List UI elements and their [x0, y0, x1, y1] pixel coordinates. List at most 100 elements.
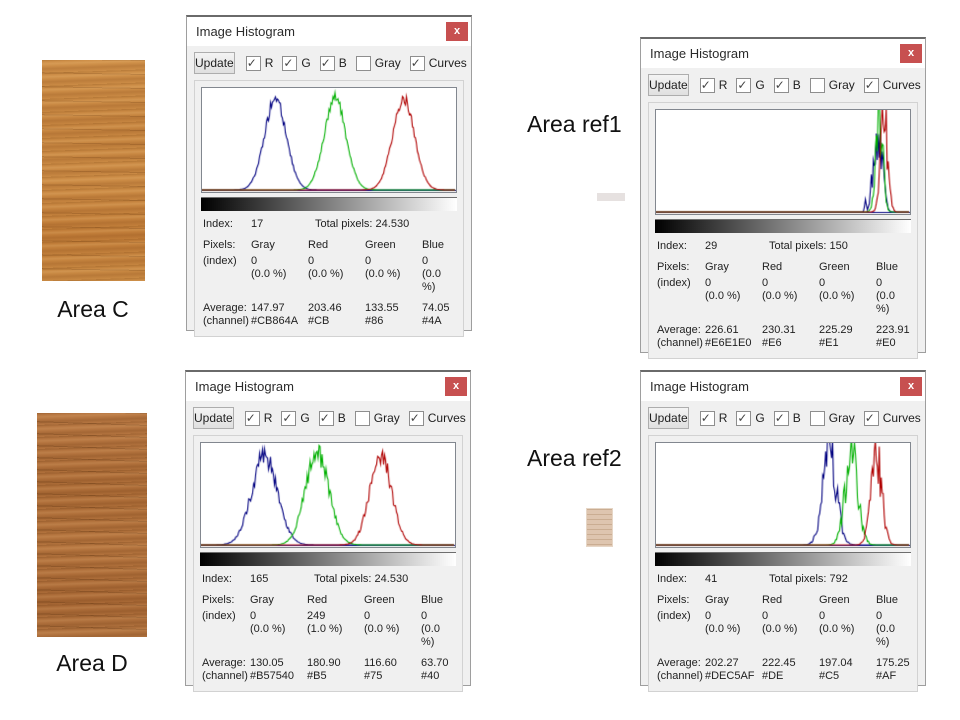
checkbox-gray-box[interactable] — [809, 77, 825, 93]
area-c-label: Area C — [57, 296, 129, 322]
dialog-titlebar-2[interactable]: Image Histogram x — [186, 372, 470, 401]
checkbox-g-box[interactable]: ✓ — [736, 77, 752, 93]
update-button-1[interactable]: Update — [648, 74, 689, 96]
total-pixels-1: Total pixels: 150 — [769, 240, 848, 252]
pixels-col-red-0: Red 0 (0.0 %) — [308, 239, 344, 280]
grayscale-gradient-bar-2[interactable] — [200, 552, 456, 566]
histogram-info-3: Index: 41 Total pixels: 792 Pixels: (ind… — [649, 566, 917, 683]
average-row-label-3: Average: (channel) — [657, 657, 703, 682]
histogram-info-1: Index: 29 Total pixels: 150 Pixels: (ind… — [649, 233, 917, 350]
check-icon: ✓ — [410, 55, 421, 70]
checkbox-r-box[interactable]: ✓ — [244, 410, 260, 426]
checkbox-g-2[interactable]: ✓ G — [281, 410, 310, 426]
average-col-gray-2: 130.05 #B57540 — [250, 657, 295, 682]
ref1-sample-swatch — [597, 193, 625, 201]
checkbox-g-3[interactable]: ✓ G — [736, 410, 765, 426]
wood-sample-image-d — [37, 413, 147, 637]
check-icon: ✓ — [774, 77, 785, 92]
checkbox-curves-box[interactable]: ✓ — [863, 410, 879, 426]
checkbox-curves-1[interactable]: ✓ Curves — [863, 77, 921, 93]
average-col-blue-3: 175.25 #AF — [876, 657, 910, 682]
close-button-0[interactable]: x — [446, 22, 468, 41]
histogram-plot-0[interactable] — [201, 87, 457, 193]
histogram-canvas-3[interactable] — [656, 443, 910, 547]
checkbox-b-3[interactable]: ✓ B — [773, 410, 801, 426]
checkbox-r-0[interactable]: ✓ R — [245, 55, 273, 71]
checkbox-label: R — [718, 411, 728, 425]
average-col-blue-2: 63.70 #40 — [421, 657, 449, 682]
checkbox-curves-box[interactable]: ✓ — [863, 77, 879, 93]
checkbox-label: Curves — [882, 78, 921, 92]
close-button-2[interactable]: x — [445, 377, 467, 396]
checkbox-gray-box[interactable] — [355, 55, 371, 71]
checkbox-b-2[interactable]: ✓ B — [318, 410, 346, 426]
close-button-1[interactable]: x — [900, 44, 922, 63]
average-col-gray-3: 202.27 #DEC5AF — [705, 657, 755, 682]
average-col-red-3: 222.45 #DE — [762, 657, 796, 682]
checkbox-b-0[interactable]: ✓ B — [319, 55, 347, 71]
checkbox-r-box[interactable]: ✓ — [245, 55, 261, 71]
checkbox-gray-3[interactable]: Gray — [809, 410, 855, 426]
update-button-0[interactable]: Update — [194, 52, 235, 74]
checkbox-curves-3[interactable]: ✓ Curves — [863, 410, 921, 426]
checkbox-gray-0[interactable]: Gray — [355, 55, 401, 71]
checkbox-b-box[interactable]: ✓ — [319, 55, 335, 71]
checkbox-label: G — [755, 78, 765, 92]
checkbox-r-3[interactable]: ✓ R — [699, 410, 728, 426]
check-icon: ✓ — [409, 410, 420, 425]
histogram-info-2: Index: 165 Total pixels: 24.530 Pixels: … — [194, 566, 462, 683]
histogram-canvas-0[interactable] — [202, 88, 456, 192]
index-value-0: 17 — [251, 218, 264, 230]
area-d-label: Area D — [56, 650, 128, 676]
checkbox-curves-box[interactable]: ✓ — [409, 55, 425, 71]
grayscale-gradient-bar-3[interactable] — [655, 552, 911, 566]
check-icon: ✓ — [737, 77, 748, 92]
checkbox-b-1[interactable]: ✓ B — [773, 77, 801, 93]
check-icon: ✓ — [320, 55, 331, 70]
pixels-col-gray-3: Gray 0 (0.0 %) — [705, 594, 741, 635]
checkbox-r-2[interactable]: ✓ R — [244, 410, 272, 426]
histogram-group-3: Index: 41 Total pixels: 792 Pixels: (ind… — [648, 435, 918, 692]
close-icon-3: x — [907, 380, 915, 392]
checkbox-gray-1[interactable]: Gray — [809, 77, 855, 93]
check-icon: ✓ — [246, 55, 257, 70]
checkbox-row-0: ✓ R ✓ G ✓ B Gray ✓ Curves — [245, 55, 467, 71]
dialog-titlebar-0[interactable]: Image Histogram x — [187, 17, 471, 46]
checkbox-r-1[interactable]: ✓ R — [699, 77, 727, 93]
check-icon: ✓ — [864, 77, 875, 92]
histogram-plot-1[interactable] — [655, 109, 911, 215]
checkbox-b-box[interactable]: ✓ — [773, 77, 789, 93]
checkbox-r-box[interactable]: ✓ — [699, 410, 715, 426]
histogram-plot-2[interactable] — [200, 442, 456, 548]
ref2-sample-swatch — [586, 508, 613, 547]
grayscale-gradient-bar-1[interactable] — [655, 219, 911, 233]
update-button-2[interactable]: Update — [193, 407, 234, 429]
checkbox-curves-box[interactable]: ✓ — [408, 410, 424, 426]
average-col-blue-0: 74.05 #4A — [422, 302, 450, 327]
grayscale-gradient-bar-0[interactable] — [201, 197, 457, 211]
checkbox-gray-box[interactable] — [809, 410, 825, 426]
checkbox-label: Gray — [374, 56, 401, 70]
histogram-group-2: Index: 165 Total pixels: 24.530 Pixels: … — [193, 435, 463, 692]
checkbox-gray-box[interactable] — [354, 410, 370, 426]
checkbox-curves-2[interactable]: ✓ Curves — [408, 410, 466, 426]
dialog-titlebar-1[interactable]: Image Histogram x — [641, 39, 925, 68]
histogram-canvas-2[interactable] — [201, 443, 455, 547]
checkbox-b-box[interactable]: ✓ — [318, 410, 334, 426]
checkbox-curves-0[interactable]: ✓ Curves — [409, 55, 467, 71]
checkbox-g-box[interactable]: ✓ — [282, 55, 298, 71]
checkbox-r-box[interactable]: ✓ — [699, 77, 715, 93]
checkbox-g-box[interactable]: ✓ — [281, 410, 297, 426]
checkbox-g-1[interactable]: ✓ G — [736, 77, 765, 93]
histogram-plot-3[interactable] — [655, 442, 911, 548]
dialog-titlebar-3[interactable]: Image Histogram x — [641, 372, 925, 401]
checkbox-gray-2[interactable]: Gray — [354, 410, 400, 426]
checkbox-b-box[interactable]: ✓ — [773, 410, 789, 426]
checkbox-g-0[interactable]: ✓ G — [282, 55, 311, 71]
close-button-3[interactable]: x — [900, 377, 922, 396]
histogram-canvas-1[interactable] — [656, 110, 910, 214]
dialog-toolbar-0: Update ✓ R ✓ G ✓ B Gray ✓ Curves — [187, 46, 471, 79]
checkbox-g-box[interactable]: ✓ — [736, 410, 752, 426]
update-button-3[interactable]: Update — [648, 407, 689, 429]
